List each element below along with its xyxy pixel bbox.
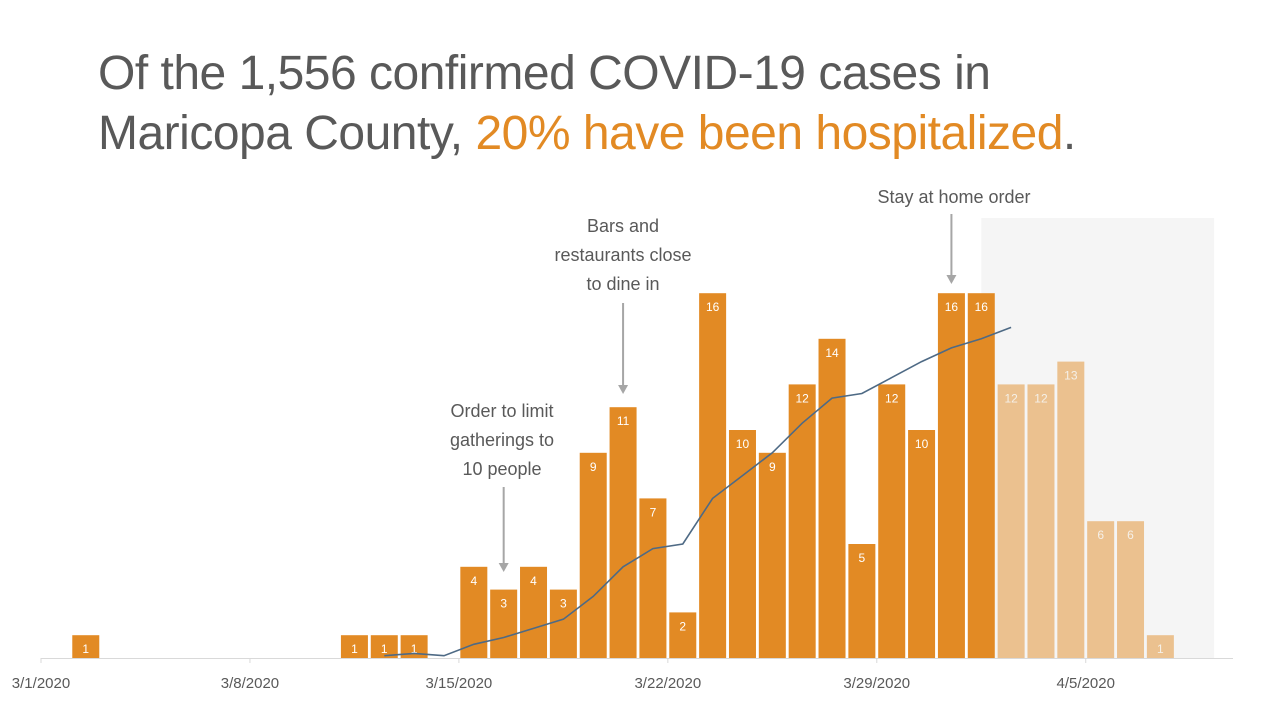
bar-label-day-11: 1 — [381, 642, 388, 656]
bar-day-25 — [788, 384, 816, 658]
title-highlight: 20% have been hospitalized — [475, 107, 1063, 160]
bar-label-day-20: 7 — [650, 505, 657, 519]
bar-label-day-16: 4 — [530, 574, 537, 588]
bar-day-17 — [549, 589, 577, 658]
bar-label-day-1: 1 — [82, 642, 89, 656]
annotation-restaurants-line-2: restaurants close — [554, 245, 692, 265]
bar-day-10 — [340, 635, 368, 658]
x-tick-label-7: 3/8/2020 — [221, 675, 279, 692]
bar-label-day-37: 1 — [1157, 642, 1164, 656]
title-line-2-lead: Maricopa County, — [98, 107, 476, 160]
x-tick-label-35: 4/5/2020 — [1057, 675, 1115, 692]
bar-label-day-18: 9 — [590, 460, 597, 474]
bar-label-day-29: 10 — [915, 437, 929, 451]
bar-label-day-23: 10 — [736, 437, 750, 451]
bar-label-day-36: 6 — [1127, 528, 1134, 542]
bar-day-22 — [699, 293, 727, 658]
trend-line — [384, 326, 1012, 657]
bar-label-day-17: 3 — [560, 597, 567, 611]
bar-label-day-21: 2 — [679, 619, 686, 633]
bar-day-20 — [639, 498, 667, 658]
annotation-stay-home: Stay at home order — [854, 183, 1054, 212]
x-tick-label-28: 3/29/2020 — [843, 675, 910, 692]
bar-label-day-22: 16 — [706, 300, 720, 314]
bar-day-16 — [520, 566, 548, 658]
annotation-stay-home-line-1: Stay at home order — [877, 187, 1031, 207]
annotation-gatherings: Order to limit gatherings to 10 people — [422, 397, 582, 484]
bar-label-day-12: 1 — [411, 642, 418, 656]
bar-day-31 — [967, 293, 995, 658]
bar-label-day-24: 9 — [769, 460, 776, 474]
bar-day-23 — [728, 430, 756, 658]
annotation-gatherings-line-2: gatherings to — [449, 430, 555, 450]
bar-day-26 — [818, 338, 846, 658]
bar-day-1 — [72, 635, 100, 658]
annotation-restaurants: Bars and restaurants close to dine in — [533, 212, 713, 299]
bar-day-19 — [609, 407, 637, 658]
bar-day-12 — [400, 635, 428, 658]
x-tick-label-14: 3/15/2020 — [426, 675, 493, 692]
annotation-restaurants-line-1: Bars and — [586, 216, 660, 236]
bar-label-day-35: 6 — [1097, 528, 1104, 542]
bar-label-day-26: 14 — [825, 346, 839, 360]
bar-day-34 — [1057, 361, 1085, 658]
x-tick-label-21: 3/22/2020 — [634, 675, 701, 692]
bar-day-33 — [1027, 384, 1055, 658]
bar-label-day-30: 16 — [945, 300, 959, 314]
bar-label-day-33: 12 — [1034, 391, 1048, 405]
bar-day-35 — [1087, 521, 1115, 658]
bar-day-21 — [669, 612, 697, 658]
bar-day-15 — [490, 589, 518, 658]
title-line-1: Of the 1,556 confirmed COVID-19 cases in — [98, 47, 991, 100]
arrow-head-stay-home — [946, 275, 957, 284]
bar-label-day-34: 13 — [1064, 369, 1078, 383]
bar-day-29 — [908, 430, 936, 658]
bar-day-37 — [1146, 635, 1174, 658]
annotation-arrows — [498, 214, 957, 572]
x-tick-label-0: 3/1/2020 — [12, 675, 70, 692]
bar-label-day-19: 11 — [617, 414, 630, 428]
bar-day-32 — [997, 384, 1025, 658]
bar-label-day-15: 3 — [500, 597, 507, 611]
bar-label-day-10: 1 — [351, 642, 358, 656]
annotation-gatherings-line-1: Order to limit — [450, 401, 554, 421]
chart-title: Of the 1,556 confirmed COVID-19 cases in… — [98, 44, 1218, 164]
annotation-gatherings-line-3: 10 people — [462, 459, 542, 479]
arrow-head-gatherings — [498, 563, 509, 572]
bar-day-11 — [370, 635, 398, 658]
x-ticks-group: 3/1/2020 3/8/2020 3/15/2020 3/22/2020 3/29/2… — [12, 658, 1115, 692]
bars-group — [72, 293, 1174, 658]
bar-day-30 — [937, 293, 965, 658]
title-period: . — [1062, 107, 1076, 160]
bar-label-day-14: 4 — [470, 574, 477, 588]
bar-day-24 — [758, 452, 786, 658]
bar-day-28 — [878, 384, 906, 658]
bar-label-day-27: 5 — [859, 551, 866, 565]
arrow-head-restaurants — [618, 385, 629, 394]
bar-day-18 — [579, 452, 607, 658]
bar-label-day-31: 16 — [975, 300, 989, 314]
bar-label-day-25: 12 — [795, 391, 809, 405]
bar-label-day-28: 12 — [885, 391, 899, 405]
bar-label-day-32: 12 — [1004, 391, 1018, 405]
annotation-restaurants-line-3: to dine in — [586, 274, 660, 294]
bar-day-27 — [848, 544, 876, 658]
bar-day-36 — [1117, 521, 1145, 658]
